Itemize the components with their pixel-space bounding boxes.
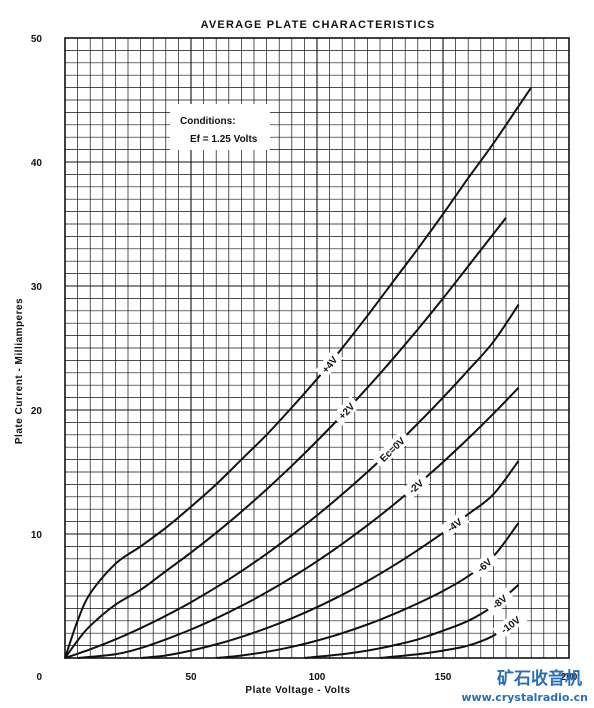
watermark-url: www.crystalradio.cn [461,691,588,704]
y-tick-label: 50 [31,34,43,45]
y-tick-label: 10 [31,530,43,541]
x-tick-label: 150 [435,672,452,683]
conditions-box: Conditions: Ef = 1.25 Volts [170,104,270,150]
series-line-4 [77,387,520,659]
watermark: 矿石收音机 www.crystalradio.cn [461,668,588,704]
curve-label-group: -10V [492,608,529,641]
y-tick-label: 30 [31,282,43,293]
series-line-2 [64,217,507,659]
x-tick-label: 0 [36,672,42,683]
chart-title: AVERAGE PLATE CHARACTERISTICS [201,19,436,31]
y-tick-labels: 10 20 30 40 50 [31,34,43,541]
curve-label-bg [438,510,470,539]
curve-label-bg [469,550,500,580]
curve-label-bg [331,395,361,426]
curve-label-bg [315,349,344,380]
series-line-7 [304,584,520,659]
series-line-1 [64,87,533,659]
conditions-line: Ef = 1.25 Volts [190,134,258,145]
series-line-6 [216,522,520,659]
x-axis-label: Plate Voltage - Volts [245,685,350,696]
series-line-8 [379,617,520,659]
y-tick-label: 20 [31,406,43,417]
conditions-heading: Conditions: [180,116,236,127]
watermark-brand: 矿石收音机 [497,668,582,689]
series-curves [64,87,533,659]
y-tick-label: 40 [31,158,43,169]
x-tick-label: 50 [185,672,197,683]
series-line-3 [64,304,520,659]
curve-label-bg [372,430,412,469]
x-tick-labels: 0 50 100 150 200 [36,672,577,683]
curve-label-bg [492,608,529,641]
plot-frame [64,37,570,659]
curve-label-bg [400,471,431,501]
x-tick-label: 200 [561,672,578,683]
curve-label-bg [484,587,515,616]
y-axis-label: Plate Current - Milliamperes [14,298,25,444]
x-tick-label: 100 [309,672,326,683]
